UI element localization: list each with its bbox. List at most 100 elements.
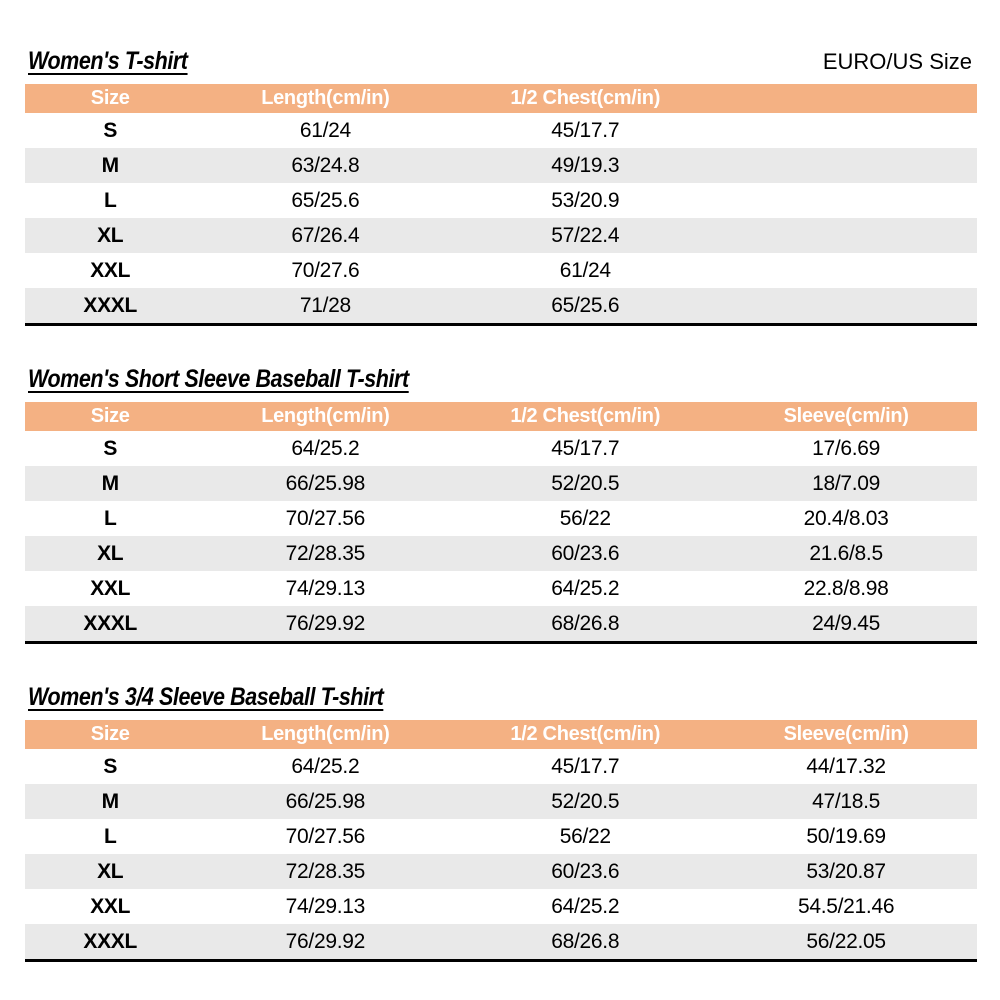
table-row: XXL 74/29.13 64/25.2 54.5/21.46 xyxy=(25,889,977,924)
value-cell: 45/17.7 xyxy=(551,436,620,460)
column-header: 1/2 Chest(cm/in) xyxy=(510,87,661,109)
column-header: Length(cm/in) xyxy=(261,87,390,109)
column-header: Size xyxy=(90,87,130,109)
size-table-section: Women's 3/4 Sleeve Baseball T-shirt Size L… xyxy=(25,683,977,962)
table-title-row: Women's 3/4 Sleeve Baseball T-shirt xyxy=(25,683,977,714)
size-cell: XXXL xyxy=(83,929,138,953)
table-title-text: Women's T-shirt xyxy=(28,47,188,75)
value-cell: 61/24 xyxy=(559,258,611,282)
table-title: Women's 3/4 Sleeve Baseball T-shirt xyxy=(28,683,441,712)
column-header: Length(cm/in) xyxy=(261,723,390,745)
table-row: XXXL 76/29.92 68/26.8 24/9.45 xyxy=(25,606,977,641)
value-cell: 65/25.6 xyxy=(551,293,620,317)
value-cell: 70/27.6 xyxy=(291,258,360,282)
value-cell: 72/28.35 xyxy=(285,541,366,565)
value-cell: 64/25.2 xyxy=(551,576,620,600)
value-cell: 56/22 xyxy=(559,824,611,848)
size-cell: XL xyxy=(97,859,124,883)
column-header: Sleeve(cm/in) xyxy=(783,405,909,427)
value-cell xyxy=(715,288,977,323)
table-header-row: Size Length(cm/in) 1/2 Chest(cm/in) Sleeve(… xyxy=(25,720,977,749)
value-cell: 67/26.4 xyxy=(291,223,360,247)
table-title: Women's Short Sleeve Baseball T-shirt xyxy=(28,365,471,394)
value-cell: 68/26.8 xyxy=(551,611,620,635)
table-row: L 65/25.6 53/20.9 xyxy=(25,183,977,218)
value-cell: 52/20.5 xyxy=(551,471,620,495)
value-cell: 24/9.45 xyxy=(812,611,881,635)
table-row: M 63/24.8 49/19.3 xyxy=(25,148,977,183)
size-chart-page: Women's T-shirt EURO/US Size Size Length(cm… xyxy=(25,47,1000,962)
value-cell: 22.8/8.98 xyxy=(803,576,889,600)
table-row: XXL 74/29.13 64/25.2 22.8/8.98 xyxy=(25,571,977,606)
value-cell: 71/28 xyxy=(299,293,351,317)
value-cell: 74/29.13 xyxy=(285,576,366,600)
value-cell: 61/24 xyxy=(299,118,351,142)
value-cell: 64/25.2 xyxy=(291,436,360,460)
table-row: XL 72/28.35 60/23.6 53/20.87 xyxy=(25,854,977,889)
value-cell: 53/20.9 xyxy=(551,188,620,212)
value-cell xyxy=(715,183,977,218)
value-cell: 50/19.69 xyxy=(806,824,886,848)
value-cell: 47/18.5 xyxy=(812,789,881,813)
table-row: S 64/25.2 45/17.7 17/6.69 xyxy=(25,431,977,466)
table-row: S 64/25.2 45/17.7 44/17.32 xyxy=(25,749,977,784)
table-row: XXL 70/27.6 61/24 xyxy=(25,253,977,288)
column-header: 1/2 Chest(cm/in) xyxy=(510,723,661,745)
size-cell: L xyxy=(103,824,117,848)
table-title-text: Women's 3/4 Sleeve Baseball T-shirt xyxy=(28,683,384,711)
value-cell: 70/27.56 xyxy=(285,824,366,848)
value-cell xyxy=(715,113,977,148)
value-cell: 76/29.92 xyxy=(285,929,366,953)
table-row: L 70/27.56 56/22 20.4/8.03 xyxy=(25,501,977,536)
value-cell: 60/23.6 xyxy=(551,859,620,883)
table-title-text: Women's Short Sleeve Baseball T-shirt xyxy=(28,365,409,393)
value-cell: 68/26.8 xyxy=(551,929,620,953)
size-table-section: Women's T-shirt EURO/US Size Size Length(cm… xyxy=(25,47,977,326)
value-cell: 44/17.32 xyxy=(806,754,886,778)
value-cell: 56/22.05 xyxy=(806,929,886,953)
size-cell: XXL xyxy=(90,894,131,918)
column-header: Sleeve(cm/in) xyxy=(783,723,909,745)
table-row: M 66/25.98 52/20.5 47/18.5 xyxy=(25,784,977,819)
table-row: XL 72/28.35 60/23.6 21.6/8.5 xyxy=(25,536,977,571)
value-cell: 74/29.13 xyxy=(285,894,366,918)
size-charts: Women's T-shirt EURO/US Size Size Length(cm… xyxy=(25,47,1000,962)
table-row: XXXL 76/29.92 68/26.8 56/22.05 xyxy=(25,924,977,959)
value-cell: 63/24.8 xyxy=(291,153,360,177)
value-cell: 76/29.92 xyxy=(285,611,366,635)
size-system-label: EURO/US Size xyxy=(822,49,972,74)
size-cell: XXXL xyxy=(83,611,138,635)
size-table-section: Women's Short Sleeve Baseball T-shirt Siz… xyxy=(25,365,977,644)
value-cell: 17/6.69 xyxy=(812,436,881,460)
size-cell: L xyxy=(103,188,117,212)
table-row: XXXL 71/28 65/25.6 xyxy=(25,288,977,323)
size-cell: XXL xyxy=(90,576,131,600)
value-cell: 56/22 xyxy=(559,506,611,530)
size-cell: S xyxy=(103,436,118,460)
table-row: S 61/24 45/17.7 xyxy=(25,113,977,148)
value-cell: 21.6/8.5 xyxy=(809,541,883,565)
value-cell: 72/28.35 xyxy=(285,859,366,883)
table-row: XL 67/26.4 57/22.4 xyxy=(25,218,977,253)
table-title-row: Women's T-shirt EURO/US Size xyxy=(25,47,977,78)
table-title-row: Women's Short Sleeve Baseball T-shirt xyxy=(25,365,977,396)
size-table: Size Length(cm/in) 1/2 Chest(cm/in) Sleeve(… xyxy=(25,720,977,962)
column-header: Length(cm/in) xyxy=(261,405,390,427)
size-cell: XL xyxy=(97,223,124,247)
value-cell: 65/25.6 xyxy=(291,188,360,212)
value-cell: 45/17.7 xyxy=(551,118,620,142)
size-cell: S xyxy=(103,118,118,142)
table-row: L 70/27.56 56/22 50/19.69 xyxy=(25,819,977,854)
value-cell: 52/20.5 xyxy=(551,789,620,813)
value-cell: 54.5/21.46 xyxy=(797,894,895,918)
size-cell: M xyxy=(101,789,120,813)
size-cell: M xyxy=(101,471,120,495)
value-cell: 49/19.3 xyxy=(551,153,620,177)
table-header-row: Size Length(cm/in) 1/2 Chest(cm/in) xyxy=(25,84,977,113)
value-cell xyxy=(715,148,977,183)
size-cell: XL xyxy=(97,541,124,565)
value-cell: 64/25.2 xyxy=(551,894,620,918)
value-cell xyxy=(715,253,977,288)
value-cell: 70/27.56 xyxy=(285,506,366,530)
column-header xyxy=(715,84,977,113)
